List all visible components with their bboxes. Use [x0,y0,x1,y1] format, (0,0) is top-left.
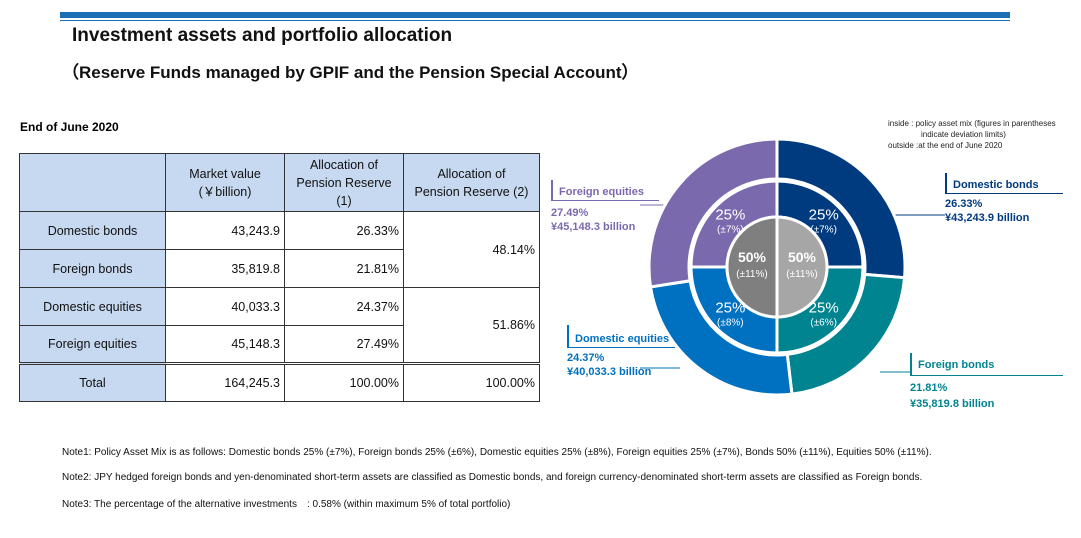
outer-pct: 24.37% [567,352,605,364]
total-alloc1: 100.00% [284,362,404,402]
outer-amount: ¥45,148.3 billion [551,221,636,233]
header-text: Allocation of [309,157,379,172]
as-of-date: End of June 2020 [20,120,119,134]
header-text: Allocation of [437,166,506,181]
table-row: Domestic equities 40,033.3 24.37% 51.86% [19,287,540,364]
outer-pct: 27.49% [551,207,589,219]
header-alloc2: Allocation of Pension Reserve (2) [403,153,540,212]
middle-label: 25% [715,206,745,223]
middle-label: 25% [809,300,839,317]
inner-label: 50% [738,249,767,265]
middle-limit: (±8%) [717,318,744,329]
inner-label: 50% [788,249,817,265]
table-total-row: Total 164,245.3 100.00% 100.00% [19,362,540,402]
total-label: Total [19,362,166,402]
legend-key: inside : [888,119,914,128]
row-asset: Domestic equities [19,287,166,326]
note-2: Note2: JPY hedged foreign bonds and yen-… [62,472,923,483]
legend-outside: outside :at the end of June 2020 [888,140,1056,151]
outer-pct: 26.33% [945,198,983,210]
legend-key: outside : [888,141,919,150]
table-header-row: Market value (￥billion) Allocation of Pens… [19,153,540,212]
legend-text: policy asset mix (figures in parentheses [915,119,1056,128]
middle-label: 25% [809,206,839,223]
outer-pct: 21.81% [910,382,948,394]
equities-alloc2: 51.86% [403,287,540,364]
middle-limit: (±7%) [810,224,837,235]
page-subtitle: （Reserve Funds managed by GPIF and the P… [62,63,639,82]
allocation-table: Market value (￥billion) Allocation of Pens… [19,153,540,402]
header-text: (￥billion) [198,184,252,199]
row-asset: Foreign equities [19,325,166,364]
row-alloc1: 24.37% [284,287,404,326]
header-text: Market value [189,166,261,181]
outer-slice-foreign-equities [647,137,779,289]
outer-amount: ¥40,033.3 billion [567,366,652,378]
inner-limit: (±11%) [786,269,817,280]
header-text: Pension Reserve (1) [296,175,392,208]
row-asset: Foreign bonds [19,249,166,288]
middle-limit: (±6%) [810,318,837,329]
total-alloc2: 100.00% [403,362,540,402]
row-value: 43,243.9 [165,211,285,250]
outer-name: Domestic bonds [945,173,1063,194]
legend-inside: inside : policy asset mix (figures in pa… [888,118,1056,129]
page-title: Investment assets and portfolio allocati… [72,25,453,46]
header-text: Pension Reserve (2) [414,184,529,199]
table-row: Foreign equities 45,148.3 27.49% [19,325,540,364]
header-rule-thin [60,20,1010,21]
label-domestic-equities: Domestic equities 24.37% ¥40,033.3 billi… [567,325,675,378]
header-blank [19,153,166,212]
outer-amount: ¥43,243.9 billion [945,212,1030,224]
legend-text: at the end of June 2020 [918,141,1003,150]
middle-label: 25% [715,300,745,317]
row-alloc1: 21.81% [284,249,404,288]
outer-amount: ¥35,819.8 billion [910,398,995,410]
note-1: Note1: Policy Asset Mix is as follows: D… [62,447,932,458]
bonds-alloc2: 48.14% [403,211,540,288]
outer-name: Foreign equities [551,180,659,201]
label-domestic-bonds: Domestic bonds 26.33% ¥43,243.9 billion [945,173,1063,224]
outer-name: Domestic equities [567,325,675,348]
inner-limit: (±11%) [736,269,767,280]
label-foreign-equities: Foreign equities 27.49% ¥45,148.3 billio… [551,180,659,233]
header-rule [60,12,1010,18]
total-value: 164,245.3 [165,362,285,402]
inner-slice-equities [725,215,779,319]
middle-limit: (±7%) [717,224,744,235]
chart-legend: inside : policy asset mix (figures in pa… [888,118,1056,151]
note-3: Note3: The percentage of the alternative… [62,499,511,510]
row-alloc1: 27.49% [284,325,404,364]
header-market-value: Market value (￥billion) [165,153,285,212]
outer-name: Foreign bonds [910,353,1063,376]
header-alloc1: Allocation of Pension Reserve (1) [284,153,404,212]
legend-text: indicate deviation limits) [921,130,1006,139]
row-alloc1: 26.33% [284,211,404,250]
label-foreign-bonds: Foreign bonds 21.81% ¥35,819.8 billion [910,353,1063,410]
